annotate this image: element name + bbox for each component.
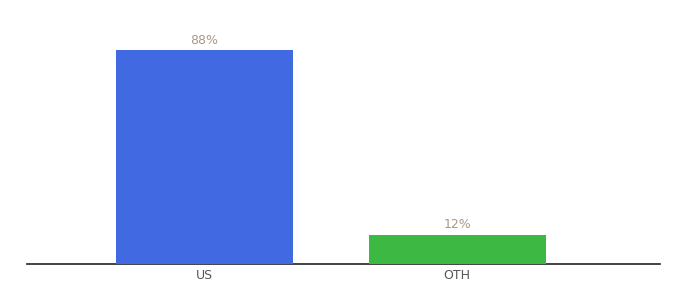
Text: 88%: 88% xyxy=(190,34,218,46)
Text: 12%: 12% xyxy=(443,218,471,231)
Bar xyxy=(369,235,546,264)
Bar xyxy=(116,50,293,264)
